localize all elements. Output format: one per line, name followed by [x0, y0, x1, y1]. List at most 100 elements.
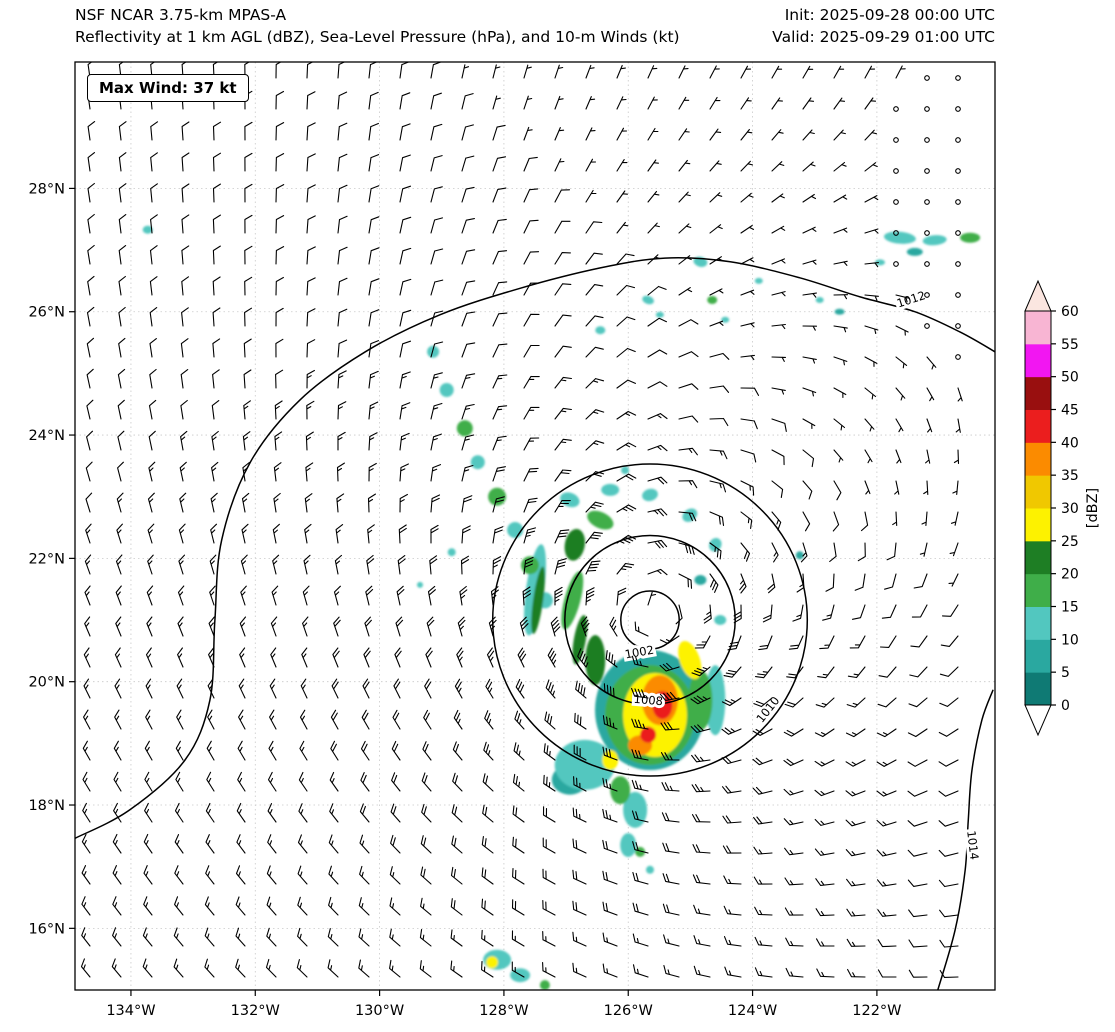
calm-wind-icon [955, 75, 961, 81]
wind-barb [602, 777, 618, 792]
colorbar-segment [1025, 573, 1051, 607]
wind-barb [488, 616, 497, 637]
wind-barb [877, 697, 897, 708]
wind-barb [783, 818, 804, 826]
wind-barb [815, 908, 835, 917]
wind-barb [513, 742, 525, 761]
wind-barb [723, 936, 742, 947]
x-tick-label: 128°W [479, 1003, 528, 1019]
wind-barb [306, 184, 316, 203]
wind-barb [907, 728, 928, 738]
wind-barb [833, 356, 848, 366]
wind-barb [391, 740, 401, 761]
wind-barb [238, 709, 246, 730]
radar-echo [642, 488, 658, 502]
wind-barb [212, 152, 222, 172]
init-time: Init: 2025-09-28 00:00 UTC [784, 6, 995, 24]
wind-barb [886, 542, 897, 561]
wind-barb [740, 128, 753, 141]
wind-barb [616, 253, 635, 265]
wind-barb [368, 370, 379, 389]
wind-barb [523, 556, 534, 575]
wind-barb [430, 494, 441, 513]
calm-wind-icon [924, 106, 930, 112]
wind-barb [846, 697, 866, 708]
wind-barb [907, 849, 928, 857]
wind-barb [802, 325, 818, 331]
wind-barb [833, 480, 842, 501]
wind-barb [692, 874, 711, 885]
wind-barb [236, 802, 246, 823]
wind-barb [802, 418, 816, 430]
wind-barb [864, 356, 878, 367]
wind-barb [833, 97, 846, 110]
wind-barb [879, 635, 897, 648]
wind-barb [771, 161, 785, 172]
wind-barb [275, 215, 285, 234]
colorbar-title: [dBZ] [1085, 488, 1101, 528]
wind-barb [851, 604, 866, 620]
wind-barb [208, 616, 215, 637]
wind-barb [663, 934, 680, 947]
wind-barb [337, 370, 347, 389]
colorbar-tick-label: 40 [1061, 435, 1079, 451]
colorbar-over-arrow [1024, 279, 1052, 312]
calm-wind-icon [924, 261, 930, 267]
calm-wind-icon [893, 261, 899, 267]
wind-barb [939, 697, 959, 707]
wind-barb [241, 523, 249, 544]
wind-barb [368, 278, 380, 296]
wind-barb [783, 728, 804, 737]
wind-barb [647, 127, 659, 141]
wind-barb [336, 493, 345, 513]
wind-barb [753, 697, 773, 708]
wind-barb [274, 431, 283, 451]
wind-barb [143, 865, 153, 885]
wind-barb [523, 497, 538, 513]
wind-barb [453, 709, 463, 730]
wind-barb [845, 819, 866, 827]
wind-barb [483, 741, 494, 761]
wind-barb [116, 492, 124, 513]
wind-barb [144, 771, 153, 792]
wind-barb [691, 754, 711, 763]
wind-barb [85, 461, 93, 482]
wind-barb [771, 418, 787, 432]
wind-barb [602, 963, 618, 978]
wind-barb [523, 527, 537, 544]
radar-echo [554, 739, 615, 790]
wind-barb [913, 573, 928, 589]
wind-barb [238, 678, 246, 699]
wind-barb [694, 635, 711, 649]
wind-barb [273, 492, 281, 513]
wind-barb [84, 554, 92, 575]
wind-barb [114, 709, 122, 730]
wind-barb [661, 782, 680, 792]
wind-barb [304, 493, 313, 513]
wind-barb [205, 802, 215, 823]
wind-barb [845, 728, 866, 738]
wind-barb [833, 65, 845, 79]
wind-barb [877, 909, 897, 917]
radar-echo [883, 231, 916, 244]
wind-barb [83, 647, 91, 668]
wind-barb [430, 279, 444, 296]
wind-barb [647, 285, 667, 296]
wind-barb [305, 462, 314, 482]
wind-barb [792, 604, 804, 622]
wind-barb [523, 95, 533, 110]
wind-barb [554, 499, 571, 513]
wind-barb [296, 959, 308, 978]
radar-echo [655, 311, 664, 318]
wind-barb [330, 709, 339, 730]
wind-barb [275, 122, 285, 141]
radar-echo [456, 420, 473, 437]
wind-barb [825, 573, 835, 592]
wind-barb [523, 188, 539, 203]
plot-background [75, 62, 995, 990]
wind-barb [298, 803, 308, 823]
wind-barb [659, 662, 680, 672]
wind-barb [802, 193, 817, 203]
wind-barb [661, 812, 680, 823]
